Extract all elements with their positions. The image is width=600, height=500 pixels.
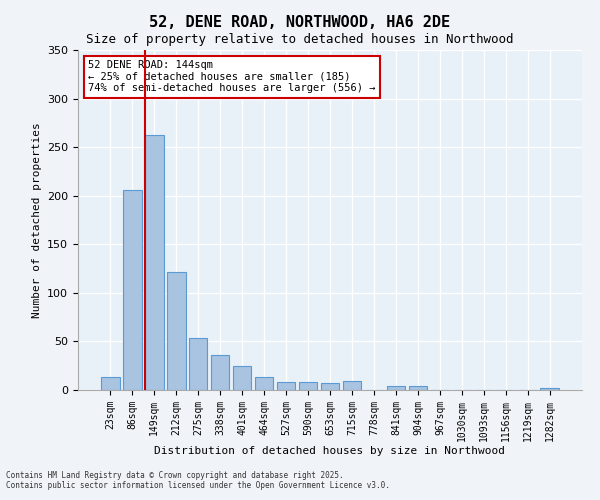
- Bar: [167, 272, 185, 390]
- Bar: [386, 386, 405, 390]
- Bar: [277, 382, 295, 390]
- Bar: [343, 382, 361, 390]
- Text: Size of property relative to detached houses in Northwood: Size of property relative to detached ho…: [86, 32, 514, 46]
- X-axis label: Distribution of detached houses by size in Northwood: Distribution of detached houses by size …: [155, 446, 505, 456]
- Text: Contains HM Land Registry data © Crown copyright and database right 2025.
Contai: Contains HM Land Registry data © Crown c…: [6, 470, 390, 490]
- Bar: [541, 388, 559, 390]
- Bar: [409, 386, 427, 390]
- Bar: [320, 383, 340, 390]
- Text: 52, DENE ROAD, NORTHWOOD, HA6 2DE: 52, DENE ROAD, NORTHWOOD, HA6 2DE: [149, 15, 451, 30]
- Bar: [299, 382, 317, 390]
- Bar: [211, 355, 229, 390]
- Bar: [101, 378, 119, 390]
- Bar: [189, 338, 208, 390]
- Y-axis label: Number of detached properties: Number of detached properties: [32, 122, 41, 318]
- Text: 52 DENE ROAD: 144sqm
← 25% of detached houses are smaller (185)
74% of semi-deta: 52 DENE ROAD: 144sqm ← 25% of detached h…: [88, 60, 376, 94]
- Bar: [255, 378, 274, 390]
- Bar: [145, 134, 164, 390]
- Bar: [123, 190, 142, 390]
- Bar: [233, 366, 251, 390]
